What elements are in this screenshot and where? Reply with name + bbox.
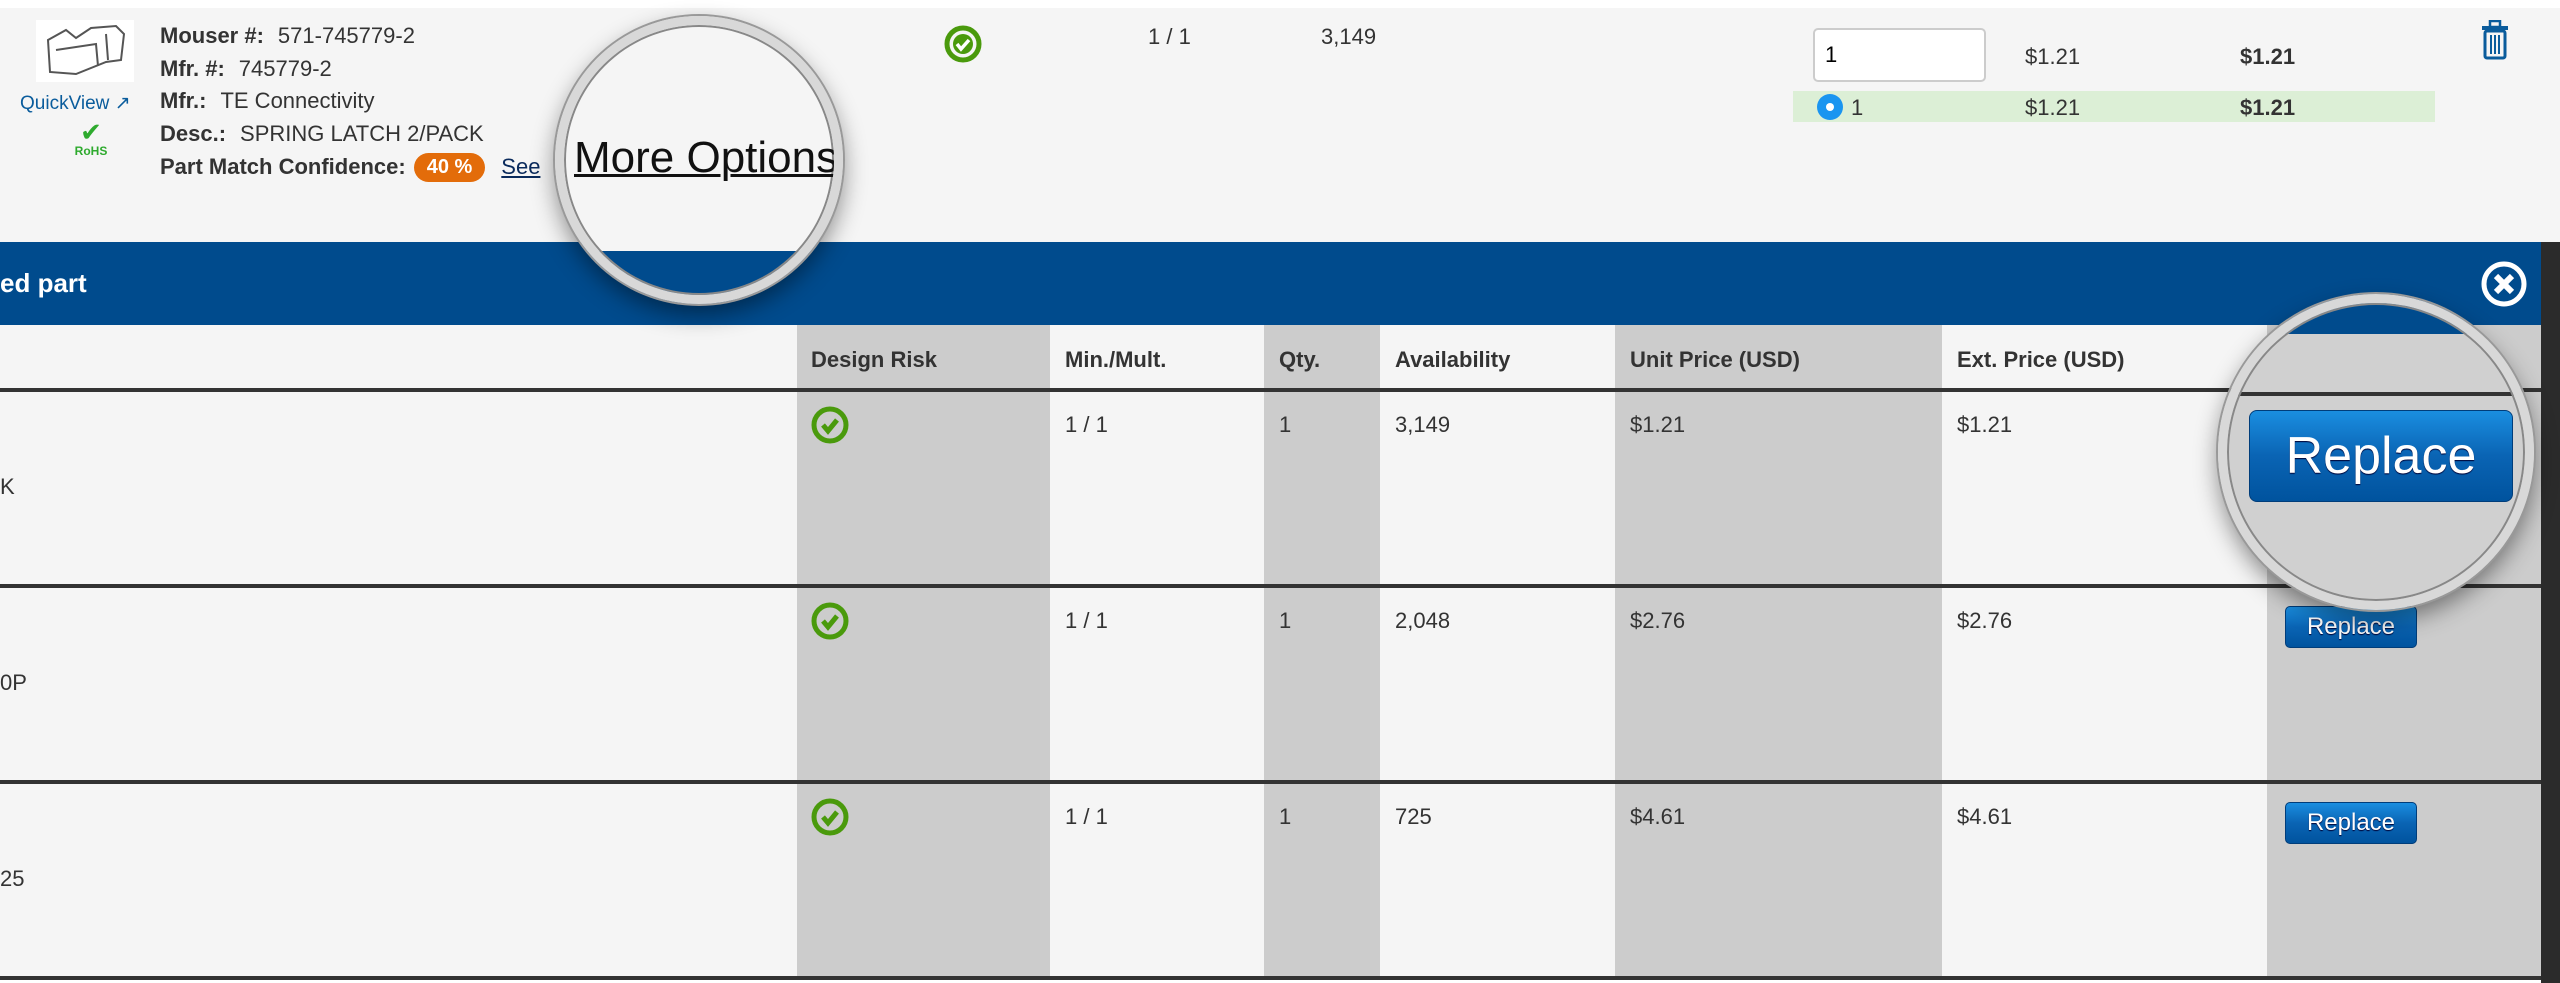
cell-left-text: 0P bbox=[0, 670, 27, 695]
min-mult: 1 / 1 bbox=[1148, 24, 1191, 49]
replace-part-panel-header: ed part bbox=[0, 242, 2541, 325]
cell-min-mult: 1 / 1 bbox=[1065, 412, 1108, 437]
manufacturer: Mfr.: TE Connectivity bbox=[160, 88, 375, 113]
cell-min-mult: 1 / 1 bbox=[1065, 804, 1108, 829]
replace-button[interactable]: Replace bbox=[2285, 606, 2417, 648]
quickview-link[interactable]: QuickView ↗ bbox=[20, 93, 131, 114]
cell-ext-price: $2.76 bbox=[1957, 608, 2013, 633]
check-circle-icon bbox=[811, 406, 849, 444]
cell-unit-price: $2.76 bbox=[1630, 608, 1686, 633]
radio-selected-icon[interactable] bbox=[1817, 94, 1843, 120]
replace-button-magnified[interactable]: Replace bbox=[2249, 410, 2513, 502]
check-circle-icon bbox=[944, 25, 982, 63]
cell-qty: 1 bbox=[1279, 608, 1292, 633]
external-link-icon: ↗ bbox=[114, 93, 131, 114]
more-options-link[interactable]: More Options bbox=[574, 133, 839, 182]
check-circle-icon bbox=[811, 602, 849, 640]
check-circle-icon bbox=[811, 798, 849, 836]
column-header-unit-price: Unit Price (USD) bbox=[1630, 347, 1800, 372]
mfr-number: Mfr. #: 745779-2 bbox=[160, 56, 332, 81]
cell-min-mult: 1 / 1 bbox=[1065, 608, 1108, 633]
ext-price: $1.21 bbox=[2240, 44, 2296, 69]
panel-title: ed part bbox=[0, 268, 87, 298]
scrollbar[interactable] bbox=[2541, 242, 2560, 983]
column-header-qty: Qty. bbox=[1279, 347, 1321, 372]
availability: 3,149 bbox=[1321, 24, 1377, 49]
cell-availability: 2,048 bbox=[1395, 608, 1451, 633]
column-header-ext-price: Ext. Price (USD) bbox=[1957, 347, 2125, 372]
cart-line-item: QuickView ↗ ✔ RoHS Mouser #: 571-745779-2… bbox=[0, 8, 2560, 242]
cell-availability: 725 bbox=[1395, 804, 1432, 829]
cell-ext-price: $4.61 bbox=[1957, 804, 2013, 829]
rohs-icon: ✔ RoHS bbox=[74, 117, 108, 158]
magnifier-more-options: More Options bbox=[555, 16, 843, 304]
cell-ext-price: $1.21 bbox=[1957, 412, 2013, 437]
column-header-design-risk: Design Risk bbox=[811, 347, 937, 372]
replace-button[interactable]: Replace bbox=[2285, 802, 2417, 844]
close-icon[interactable] bbox=[2481, 261, 2527, 307]
price-break-row[interactable]: 1 $1.21 $1.21 bbox=[1793, 91, 2435, 122]
confidence-badge: 40 % bbox=[413, 152, 486, 182]
cell-unit-price: $4.61 bbox=[1630, 804, 1686, 829]
magnifier-replace: Replace bbox=[2218, 294, 2534, 610]
cell-left-text: K bbox=[0, 474, 15, 499]
column-header-availability: Availability bbox=[1395, 347, 1511, 372]
cell-unit-price: $1.21 bbox=[1630, 412, 1686, 437]
quantity-input[interactable] bbox=[1813, 28, 1986, 82]
column-header-min-mult: Min./Mult. bbox=[1065, 347, 1167, 372]
alternate-parts-table: Design Risk Min./Mult. Qty. Availability… bbox=[0, 325, 2541, 980]
cell-left-text: 25 bbox=[0, 866, 25, 891]
part-match-confidence: Part Match Confidence: 40 % See bbox=[160, 152, 540, 182]
unit-price: $1.21 bbox=[2025, 44, 2081, 69]
see-more-options-link[interactable]: See bbox=[501, 154, 541, 179]
product-image[interactable] bbox=[36, 20, 134, 82]
description: Desc.: SPRING LATCH 2/PACK bbox=[160, 121, 484, 146]
trash-icon[interactable] bbox=[2480, 20, 2510, 60]
cell-availability: 3,149 bbox=[1395, 412, 1451, 437]
cell-qty: 1 bbox=[1279, 804, 1292, 829]
cell-qty: 1 bbox=[1279, 412, 1292, 437]
mouser-number: Mouser #: 571-745779-2 bbox=[160, 23, 415, 48]
